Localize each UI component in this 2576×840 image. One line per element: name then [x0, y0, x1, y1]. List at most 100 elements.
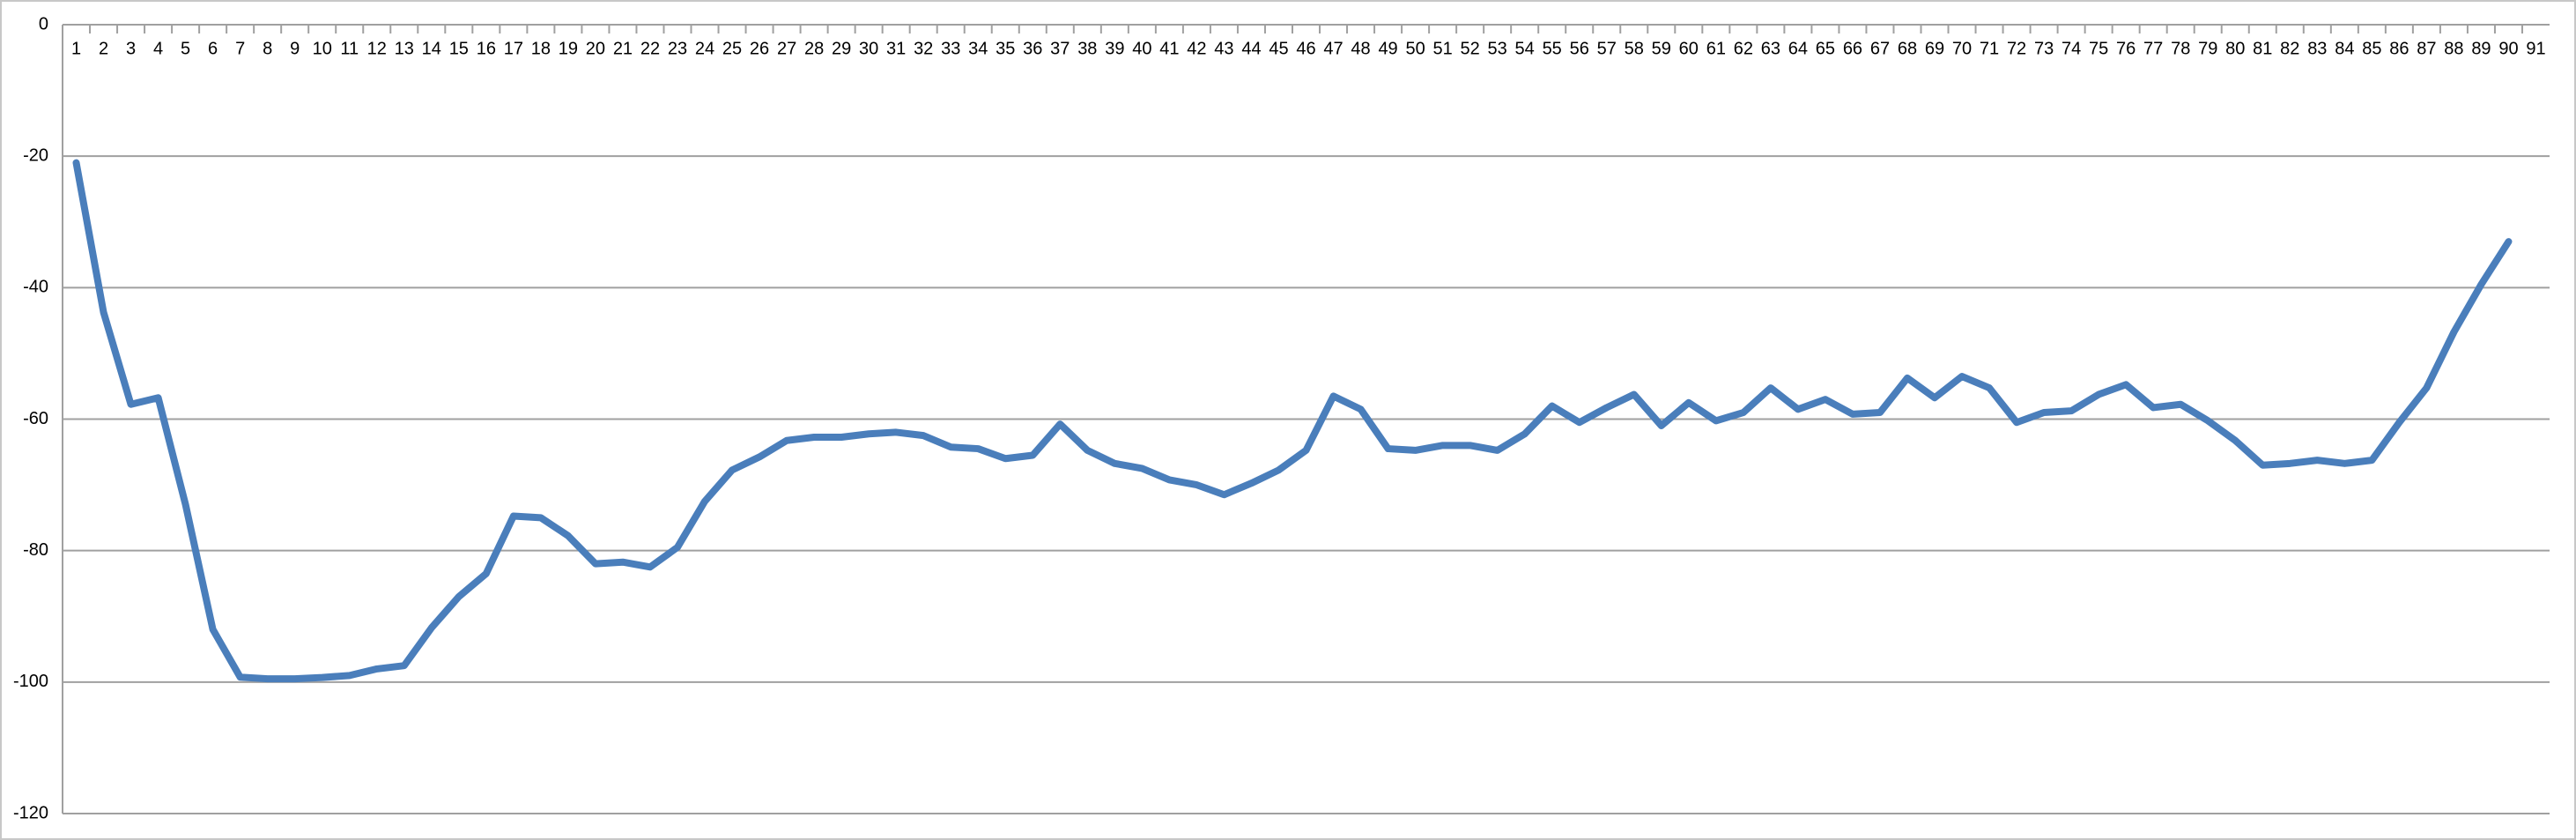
x-tick-label: 30 — [859, 39, 878, 58]
x-tick-label: 60 — [1679, 39, 1699, 58]
x-tick-label: 53 — [1488, 39, 1507, 58]
x-tick-label: 24 — [695, 39, 714, 58]
x-tick-label: 32 — [914, 39, 933, 58]
x-tick-label: 88 — [2444, 39, 2463, 58]
x-tick-label: 72 — [2007, 39, 2026, 58]
x-tick-label: 52 — [1461, 39, 1480, 58]
x-tick-label: 65 — [1816, 39, 1835, 58]
x-tick-label: 75 — [2089, 39, 2108, 58]
x-tick-label: 7 — [235, 39, 245, 58]
x-tick-label: 13 — [395, 39, 414, 58]
x-tick-label: 48 — [1351, 39, 1370, 58]
x-tick-label: 29 — [832, 39, 851, 58]
x-tick-label: 35 — [996, 39, 1015, 58]
x-tick-label: 41 — [1159, 39, 1179, 58]
x-tick-label: 69 — [1925, 39, 1944, 58]
x-tick-label: 42 — [1187, 39, 1206, 58]
x-tick-label: 74 — [2062, 39, 2081, 58]
x-tick-label: 46 — [1296, 39, 1315, 58]
data-line — [72, 159, 2513, 683]
x-tick-label: 16 — [477, 39, 496, 58]
x-tick-label: 70 — [1952, 39, 1972, 58]
x-tick-label: 61 — [1706, 39, 1726, 58]
x-tick-label: 47 — [1323, 39, 1343, 58]
x-tick-label: 25 — [722, 39, 742, 58]
x-tick-label: 55 — [1543, 39, 1562, 58]
x-tick-label: 68 — [1898, 39, 1917, 58]
x-tick-label: 59 — [1652, 39, 1671, 58]
x-tick-label: 2 — [99, 39, 108, 58]
x-tick-label: 81 — [2253, 39, 2272, 58]
x-tick-label: 66 — [1843, 39, 1862, 58]
x-tick-label: 89 — [2471, 39, 2491, 58]
y-tick-label: -100 — [13, 672, 48, 691]
x-tick-label: 9 — [290, 39, 300, 58]
x-tick-label: 26 — [750, 39, 769, 58]
x-tick-label: 4 — [153, 39, 163, 58]
x-tick-label: 77 — [2143, 39, 2163, 58]
x-tick-label: 12 — [367, 39, 387, 58]
x-tick-label: 6 — [208, 39, 218, 58]
x-tick-label: 73 — [2034, 39, 2054, 58]
x-tick-label: 18 — [531, 39, 551, 58]
x-tick-label: 86 — [2389, 39, 2409, 58]
x-tick-label: 8 — [263, 39, 272, 58]
x-tick-label: 64 — [1788, 39, 1808, 58]
x-tick-label: 34 — [968, 39, 988, 58]
x-tick-label: 51 — [1432, 39, 1452, 58]
x-tick-label: 21 — [613, 39, 633, 58]
y-tick-label: -40 — [23, 278, 48, 297]
x-tick-label: 10 — [313, 39, 332, 58]
x-tick-label: 44 — [1241, 39, 1261, 58]
x-tick-label: 36 — [1023, 39, 1042, 58]
x-tick-label: 37 — [1050, 39, 1070, 58]
x-tick-label: 1 — [71, 39, 81, 58]
x-tick-label: 58 — [1625, 39, 1644, 58]
y-tick-label: -60 — [23, 409, 48, 428]
x-tick-label: 83 — [2307, 39, 2327, 58]
x-tick-label: 50 — [1405, 39, 1425, 58]
x-tick-label: 71 — [1980, 39, 1999, 58]
x-tick-label: 82 — [2280, 39, 2299, 58]
x-tick-label: 28 — [804, 39, 824, 58]
x-tick-label: 54 — [1515, 39, 1535, 58]
x-tick-label: 63 — [1761, 39, 1780, 58]
x-tick-label: 31 — [886, 39, 906, 58]
x-tick-label: 79 — [2198, 39, 2217, 58]
x-tick-label: 17 — [504, 39, 523, 58]
x-tick-label: 67 — [1870, 39, 1890, 58]
x-tick-label: 87 — [2417, 39, 2436, 58]
y-tick-label: 0 — [39, 14, 48, 33]
x-tick-label: 45 — [1269, 39, 1288, 58]
x-tick-label: 38 — [1077, 39, 1097, 58]
y-tick-label: -80 — [23, 540, 48, 560]
x-tick-label: 40 — [1132, 39, 1151, 58]
x-tick-label: 39 — [1105, 39, 1124, 58]
x-tick-label: 3 — [126, 39, 136, 58]
x-tick-label: 80 — [2225, 39, 2245, 58]
x-tick-label: 57 — [1597, 39, 1617, 58]
x-tick-label: 90 — [2498, 39, 2518, 58]
x-tick-label: 33 — [941, 39, 960, 58]
x-tick-label: 56 — [1570, 39, 1589, 58]
x-tick-label: 11 — [340, 39, 359, 58]
x-tick-label: 20 — [586, 39, 605, 58]
y-tick-label: -120 — [13, 803, 48, 822]
x-tick-label: 43 — [1214, 39, 1233, 58]
x-tick-label: 15 — [449, 39, 469, 58]
x-tick-label: 62 — [1734, 39, 1753, 58]
x-tick-label: 5 — [181, 39, 190, 58]
y-tick-label: -20 — [23, 145, 48, 165]
x-tick-label: 27 — [777, 39, 796, 58]
x-tick-label: 91 — [2526, 39, 2545, 58]
x-tick-label: 23 — [668, 39, 687, 58]
x-tick-label: 14 — [422, 39, 441, 58]
x-tick-label: 22 — [640, 39, 660, 58]
x-tick-label: 19 — [559, 39, 578, 58]
x-tick-label: 49 — [1378, 39, 1397, 58]
x-tick-label: 85 — [2362, 39, 2381, 58]
x-tick-label: 78 — [2171, 39, 2190, 58]
x-tick-label: 84 — [2335, 39, 2354, 58]
